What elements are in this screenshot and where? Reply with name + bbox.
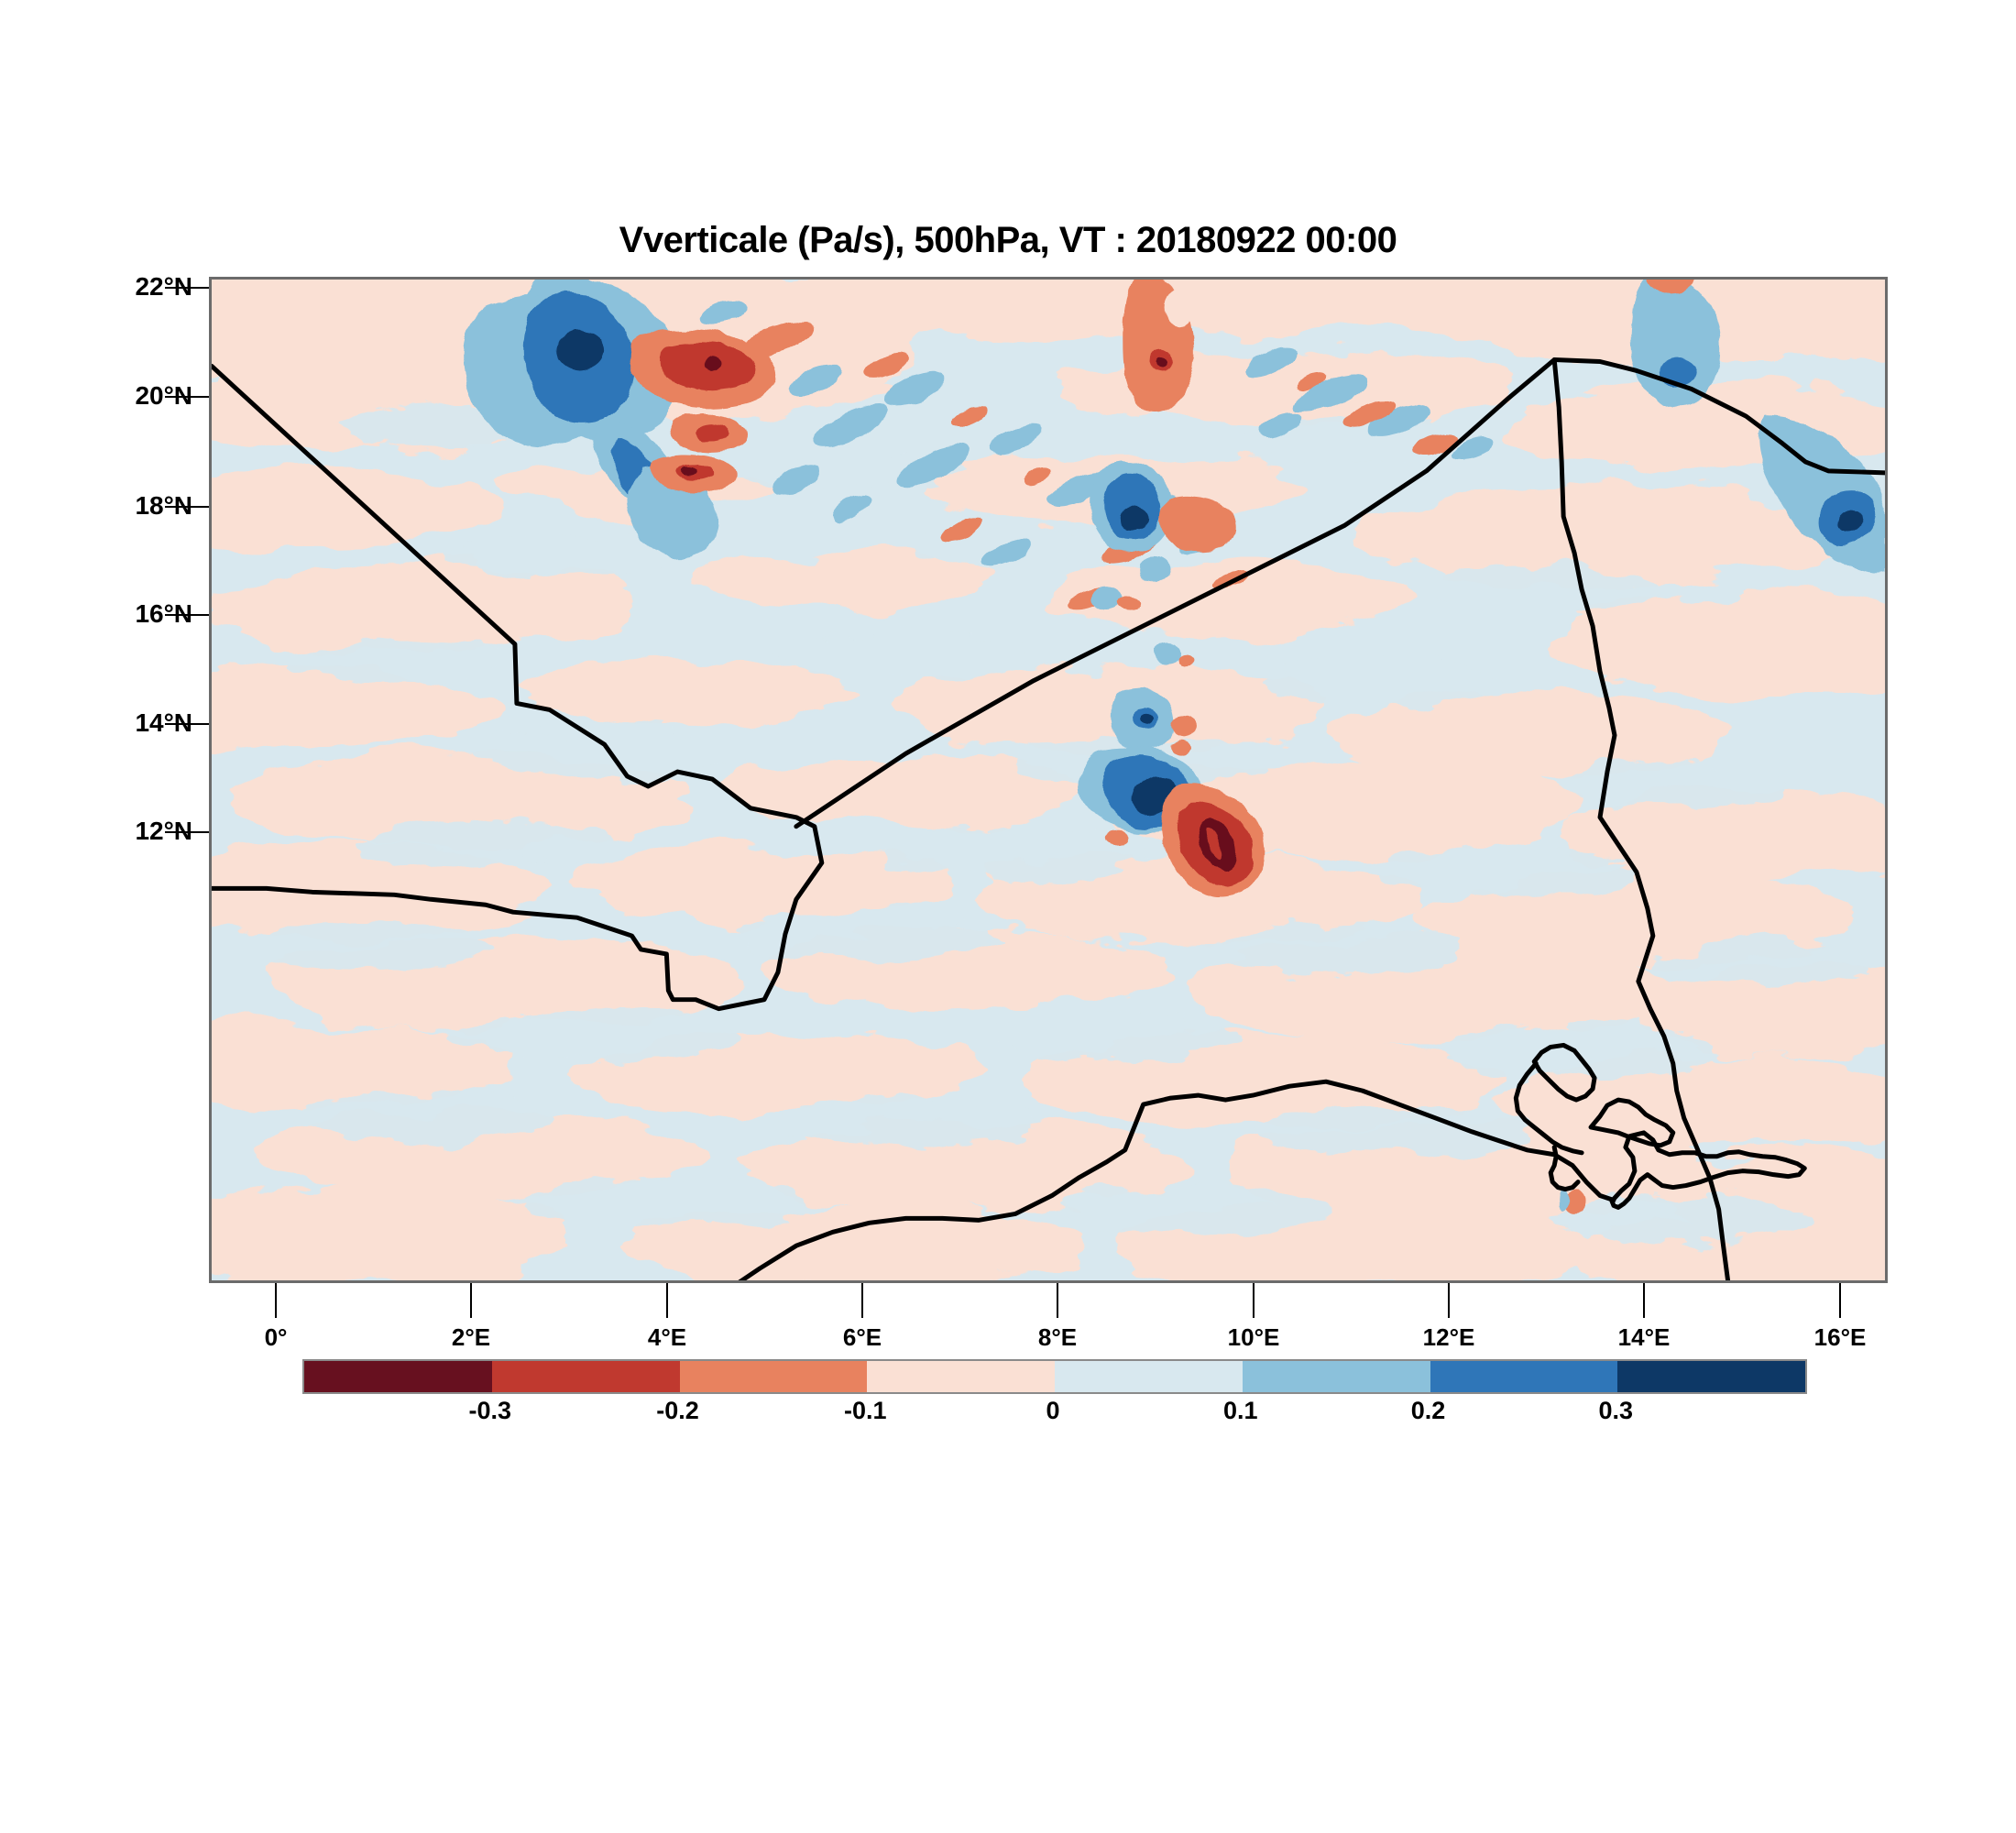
y-axis-label-20N: 20°N bbox=[135, 381, 192, 410]
colorbar-label-0: 0 bbox=[1046, 1397, 1060, 1424]
colorbar-label--0.1: -0.1 bbox=[843, 1397, 887, 1424]
y-axis-tick-14N bbox=[165, 723, 209, 725]
colorbar-label-0.3: 0.3 bbox=[1598, 1397, 1634, 1424]
colorbar-segment-1 bbox=[491, 1361, 680, 1392]
x-axis-label-6E: 6°E bbox=[842, 1323, 882, 1351]
x-axis-tick-6E bbox=[861, 1283, 863, 1318]
djado-red-streak bbox=[1123, 280, 1195, 414]
colorbar-segment-7 bbox=[1617, 1361, 1805, 1392]
y-axis-label-14N: 14°N bbox=[135, 708, 192, 737]
border-niger-libya-chad bbox=[794, 357, 1885, 829]
central-niger-small-blue-cells bbox=[1090, 556, 1195, 666]
x-axis-label-10E: 10°E bbox=[1227, 1323, 1280, 1351]
x-axis-tick-8E bbox=[1057, 1283, 1058, 1318]
x-axis-tick-4E bbox=[666, 1283, 668, 1318]
y-axis-tick-22N bbox=[165, 287, 209, 289]
x-axis-tick-14E bbox=[1643, 1283, 1645, 1318]
x-axis-label-14E: 14°E bbox=[1617, 1323, 1671, 1351]
colorbar-segment-3 bbox=[867, 1361, 1055, 1392]
lake-chad-north-arm bbox=[1531, 1042, 1597, 1103]
x-axis-tick-12E bbox=[1448, 1283, 1450, 1318]
field-weak-negative-bands bbox=[212, 280, 1885, 1280]
x-axis-tick-16E bbox=[1839, 1283, 1841, 1318]
colorbar-segment-2 bbox=[679, 1361, 868, 1392]
x-axis-tick-2E bbox=[470, 1283, 472, 1318]
y-axis-label-16N: 16°N bbox=[135, 599, 192, 628]
y-axis-label-22N: 22°N bbox=[135, 272, 192, 301]
country-borders bbox=[212, 357, 1885, 1280]
colorbar-label-0.1: 0.1 bbox=[1222, 1397, 1258, 1424]
y-axis-tick-16N bbox=[165, 614, 209, 616]
lake-chad-channel bbox=[1513, 1060, 1584, 1156]
x-axis-tick-0 bbox=[275, 1283, 277, 1318]
x-axis-tick-10E bbox=[1253, 1283, 1255, 1318]
y-axis-tick-20N bbox=[165, 396, 209, 398]
colorbar[interactable] bbox=[302, 1359, 1807, 1394]
ne-wave-band bbox=[1245, 346, 1494, 459]
x-axis-label-16E: 16°E bbox=[1813, 1323, 1867, 1351]
x-axis-label-2E: 2°E bbox=[451, 1323, 491, 1351]
y-axis-label-18N: 18°N bbox=[135, 491, 192, 520]
central-niger-dipole-south bbox=[1079, 687, 1265, 897]
central-niger-dipole-north bbox=[1090, 461, 1235, 553]
lake-chad-south-speck bbox=[1559, 1187, 1585, 1213]
x-axis-label-0: 0° bbox=[264, 1323, 288, 1351]
colorbar-label--0.2: -0.2 bbox=[656, 1397, 699, 1424]
y-axis-tick-18N bbox=[165, 506, 209, 508]
lake-chad-fringe bbox=[1548, 1145, 1581, 1192]
lake-chad-west-arm bbox=[1588, 1097, 1676, 1148]
colorbar-segment-5 bbox=[1242, 1361, 1430, 1392]
map-plot-area[interactable] bbox=[209, 277, 1888, 1283]
vertical-velocity-map bbox=[212, 280, 1885, 1280]
chart-title: Vverticale (Pa/s), 500hPa, VT : 20180922… bbox=[619, 220, 1397, 260]
x-axis-label-12E: 12°E bbox=[1422, 1323, 1475, 1351]
colorbar-label--0.3: -0.3 bbox=[468, 1397, 512, 1424]
border-algeria-niger-mali bbox=[212, 363, 825, 1012]
air-massif-anomaly-cluster bbox=[463, 280, 718, 557]
y-axis-label-12N: 12°N bbox=[135, 817, 192, 845]
y-axis-tick-12N bbox=[165, 831, 209, 833]
border-niger-chad bbox=[1551, 357, 1731, 1280]
colorbar-segment-6 bbox=[1430, 1361, 1618, 1392]
x-axis-label-4E: 4°E bbox=[647, 1323, 687, 1351]
colorbar-tick-labels: -0.3 -0.2 -0.1 0 0.1 0.2 0.3 bbox=[302, 1397, 1803, 1433]
border-niger-nigeria bbox=[738, 1079, 1616, 1280]
colorbar-segment-4 bbox=[1055, 1361, 1243, 1392]
field-layer bbox=[212, 280, 1885, 1280]
field-weak-positive-texture bbox=[257, 405, 1875, 1245]
colorbar-label-0.2: 0.2 bbox=[1410, 1397, 1446, 1424]
lake-chad-outline bbox=[1609, 1130, 1807, 1210]
x-axis-label-8E: 8°E bbox=[1037, 1323, 1078, 1351]
air-massif-red-anomaly bbox=[628, 329, 778, 493]
colorbar-segment-0 bbox=[304, 1361, 492, 1392]
